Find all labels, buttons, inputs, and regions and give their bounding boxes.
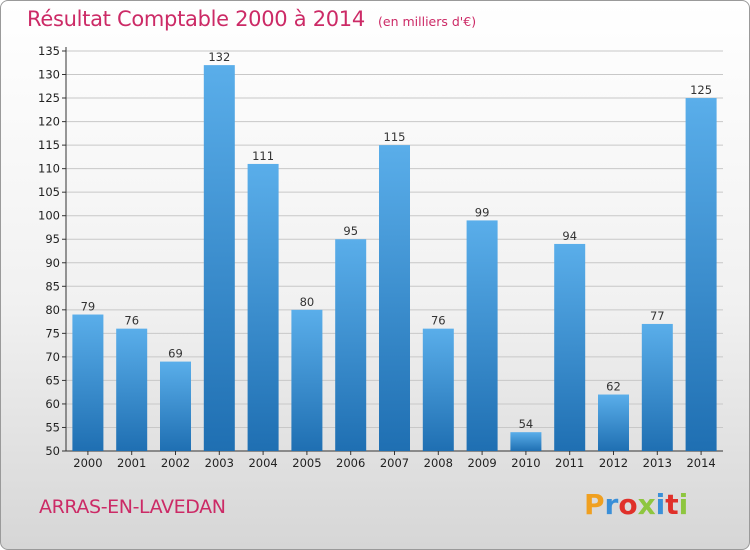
bar-value-label: 115 [384, 130, 406, 144]
axes: 50 55 60 65 70 75 80 85 90 95 100 105 110 115 120 125 13… [38, 44, 723, 470]
bar-value-label: 76 [124, 314, 139, 328]
y-tick-label: 95 [45, 232, 60, 246]
chart-header: Résultat Comptable 2000 à 2014 (en milli… [27, 7, 476, 31]
bar-2014 [685, 98, 717, 451]
x-tick-label: 2012 [599, 456, 628, 470]
chart-title: Résultat Comptable 2000 à 2014 [27, 7, 365, 31]
bar-2007 [379, 145, 410, 451]
y-tick-label: 80 [45, 303, 60, 317]
x-tick-label: 2008 [424, 456, 453, 470]
y-tick-label: 115 [38, 138, 60, 152]
logo-letter: o [618, 488, 638, 521]
y-tick-label: 135 [38, 44, 60, 58]
bar-value-label: 69 [168, 347, 183, 361]
y-tick-label: 75 [45, 326, 60, 340]
proxiti-logo[interactable]: Proxiti [584, 488, 688, 521]
y-tick-label: 85 [45, 279, 60, 293]
y-tick-label: 125 [38, 91, 60, 105]
data-labels: 79 76 69 132 111 80 95 115 76 99 54 94 62 77 125 [81, 50, 712, 431]
y-tick-label: 50 [45, 444, 60, 458]
y-tick-label: 55 [45, 420, 60, 434]
logo-letter: P [584, 488, 605, 521]
bar-value-label: 80 [300, 295, 315, 309]
y-tick-label: 70 [45, 350, 60, 364]
bar-2003 [203, 65, 235, 451]
x-tick-label: 2013 [643, 456, 672, 470]
commune-name: ARRAS-EN-LAVEDAN [39, 496, 226, 518]
y-tick-label: 100 [38, 209, 60, 223]
x-tick-label: 2007 [380, 456, 409, 470]
y-tick-label: 130 [38, 68, 60, 82]
x-tick-label: 2011 [555, 456, 584, 470]
bar-value-label: 54 [519, 417, 534, 431]
y-tick-label: 60 [45, 397, 60, 411]
bar-2004 [247, 163, 279, 452]
bar-2000 [72, 314, 104, 451]
bar-2002 [160, 361, 191, 451]
logo-letter: i [655, 488, 666, 521]
bar-value-label: 79 [81, 300, 96, 314]
chart-subtitle: (en milliers d'€) [378, 14, 477, 29]
bar-2001 [116, 328, 148, 451]
x-tick-label: 2005 [292, 456, 321, 470]
bar-2011 [554, 243, 586, 451]
bar-value-label: 99 [475, 205, 490, 219]
bar-2006 [335, 239, 367, 451]
bar-value-label: 77 [650, 309, 665, 323]
bar-2009 [466, 220, 498, 451]
y-tick-label: 110 [38, 162, 60, 176]
bars [72, 65, 717, 452]
x-tick-label: 2003 [205, 456, 234, 470]
x-tick-label: 2001 [117, 456, 146, 470]
bar-value-label: 125 [690, 83, 712, 97]
x-tick-label: 2002 [161, 456, 190, 470]
logo-letter: x [637, 488, 656, 521]
bar-2010 [510, 432, 542, 451]
y-tick-label: 120 [38, 115, 60, 129]
bar-2012 [598, 394, 629, 451]
logo-letter: r [604, 488, 619, 521]
bar-2008 [422, 328, 454, 451]
bar-2005 [291, 309, 323, 451]
bar-value-label: 76 [431, 314, 446, 328]
bar-value-label: 95 [343, 224, 358, 238]
x-tick-label: 2009 [467, 456, 496, 470]
x-tick-label: 2010 [511, 456, 540, 470]
bar-value-label: 62 [606, 380, 621, 394]
bar-value-label: 111 [252, 149, 274, 163]
y-tick-label: 65 [45, 373, 60, 387]
bar-2013 [641, 323, 673, 451]
bar-value-label: 132 [208, 50, 230, 64]
x-tick-label: 2014 [686, 456, 715, 470]
bar-value-label: 94 [562, 229, 577, 243]
x-tick-label: 2006 [336, 456, 365, 470]
logo-letter: i [678, 488, 689, 521]
x-tick-label: 2004 [248, 456, 277, 470]
y-tick-label: 90 [45, 256, 60, 270]
y-tick-label: 105 [38, 185, 60, 199]
x-tick-label: 2000 [73, 456, 102, 470]
logo-letter: t [665, 488, 679, 521]
